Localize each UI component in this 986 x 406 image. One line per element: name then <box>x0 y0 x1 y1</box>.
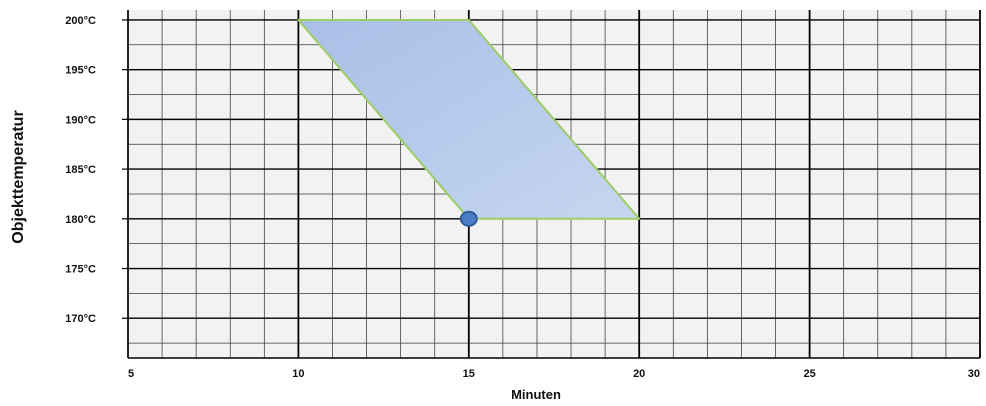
marker-layer <box>459 210 478 227</box>
y-tick-label: 185°C <box>65 164 96 176</box>
x-axis-title: Minuten <box>511 387 561 402</box>
y-tick-label: 200°C <box>65 15 96 27</box>
parallelogram-region <box>297 18 641 220</box>
y-tick-label: 195°C <box>65 65 96 77</box>
y-tick-labels: 170°C 175°C 180°C 185°C 190°C 195°C 200°C <box>65 15 96 325</box>
y-axis-title: Objekttemperatur <box>10 110 27 243</box>
axis-layer <box>122 10 980 359</box>
x-tick-labels: 5 10 15 20 25 30 <box>128 368 980 380</box>
x-tick-label: 5 <box>128 368 134 380</box>
x-tick-label: 15 <box>463 368 475 380</box>
y-tick-label: 170°C <box>65 313 96 325</box>
x-tick-label: 30 <box>968 368 980 380</box>
y-tick-label: 175°C <box>65 264 96 276</box>
y-tick-label: 190°C <box>65 114 96 126</box>
y-tick-label: 180°C <box>65 214 96 226</box>
x-tick-label: 20 <box>633 368 645 380</box>
marker-dot <box>459 210 478 227</box>
region-layer <box>297 18 641 220</box>
x-tick-label: 10 <box>292 368 304 380</box>
x-tick-label: 25 <box>803 368 815 380</box>
